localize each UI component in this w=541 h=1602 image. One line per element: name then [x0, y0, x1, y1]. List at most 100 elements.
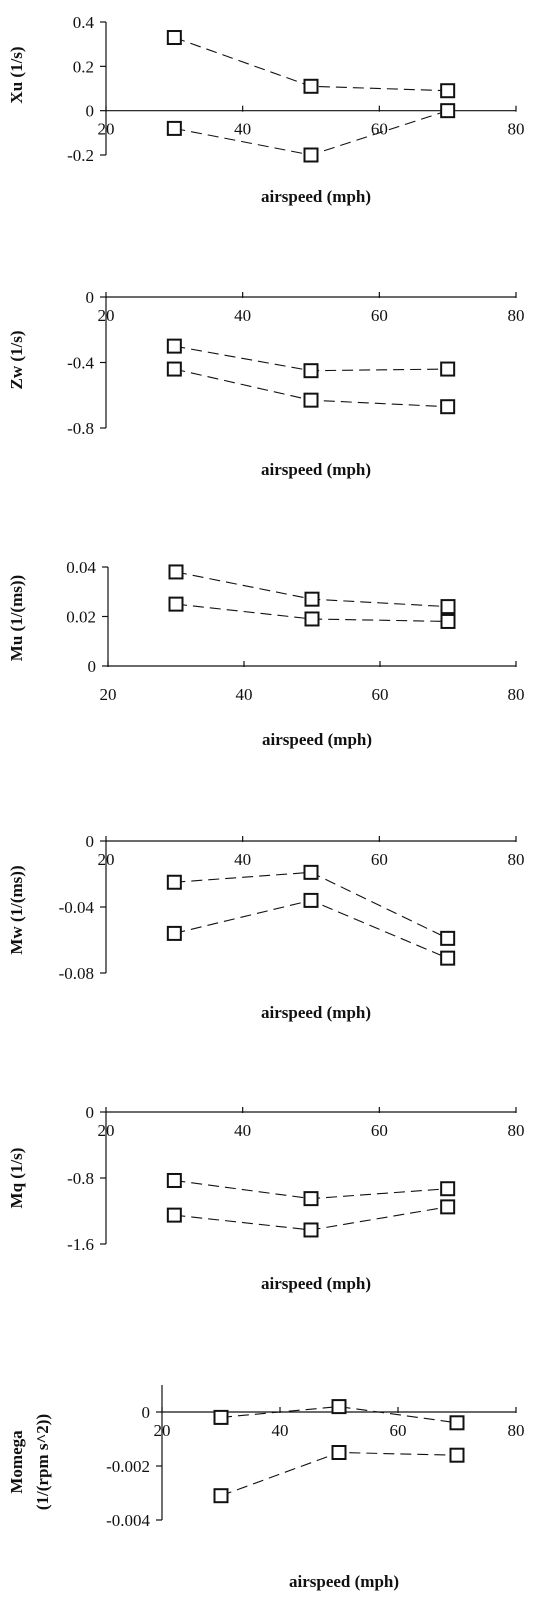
- chart-panel-1: 0.4 0.2 0 -0.220 40 60 80 airspeed (mph) Xu (1/s…: [7, 13, 525, 206]
- x-tick-label: 20: [98, 306, 115, 325]
- x-tick-label: 60: [371, 120, 388, 139]
- data-point: [303, 363, 319, 379]
- x-tick-label: 20: [98, 1121, 115, 1140]
- y-tick-label: -0.08: [59, 964, 94, 983]
- data-point: [440, 361, 456, 377]
- data-point: [168, 564, 184, 580]
- x-tick-label: 80: [508, 306, 525, 325]
- x-axis-label: airspeed (mph): [262, 730, 372, 749]
- y-tick-label: -0.04: [59, 898, 95, 917]
- chart-panel-2: 0 -0.4 -0.8 20 40 60 80 airspeed (mph) Zw (1/s): [7, 288, 525, 479]
- data-point: [440, 950, 456, 966]
- y-tick-label: -0.8: [67, 1169, 94, 1188]
- data-point: [440, 930, 456, 946]
- data-point: [440, 399, 456, 415]
- x-tick-label: 20: [98, 850, 115, 869]
- y-tick-label: 0: [86, 102, 95, 121]
- y-tick-label: 0: [88, 657, 97, 676]
- data-point: [304, 591, 320, 607]
- x-tick-label: 20: [98, 120, 115, 139]
- x-tick-label: 80: [508, 685, 525, 704]
- data-point: [166, 874, 182, 890]
- x-axis-label: airspeed (mph): [261, 460, 371, 479]
- y-axis-label: Momega: [7, 1430, 26, 1494]
- y-tick-label: -0.8: [67, 419, 94, 438]
- y-axis-label: Zw (1/s): [7, 330, 26, 389]
- data-point: [449, 1415, 465, 1431]
- data-point: [440, 599, 456, 615]
- data-point: [440, 103, 456, 119]
- chart-panel-6: 0 -0.002 -0.004 20 40 60 80 airspeed (mph) Momeg…: [7, 1385, 525, 1591]
- data-point: [166, 1172, 182, 1188]
- x-axis-label: airspeed (mph): [261, 1274, 371, 1293]
- y-axis-label-unit: (1/(rpm s^2)): [33, 1414, 52, 1510]
- x-tick-label: 40: [234, 1121, 251, 1140]
- data-point: [213, 1488, 229, 1504]
- data-point: [166, 120, 182, 136]
- y-tick-label: -0.002: [106, 1457, 150, 1476]
- data-point: [303, 892, 319, 908]
- y-axis-label: Mw (1/(ms)): [7, 865, 26, 954]
- data-point: [303, 147, 319, 163]
- data-point: [331, 1399, 347, 1415]
- y-tick-label: 0.2: [73, 57, 94, 76]
- x-tick-label: 20: [100, 685, 117, 704]
- chart-panel-5: 0 -0.8 -1.6 20 40 60 80 airspeed (mph) Mq (1/s): [7, 1103, 525, 1293]
- data-point: [303, 78, 319, 94]
- x-tick-label: 80: [508, 850, 525, 869]
- y-tick-label: 0: [86, 832, 95, 851]
- x-tick-label: 40: [236, 685, 253, 704]
- x-tick-label: 40: [272, 1421, 289, 1440]
- y-tick-label: -0.4: [67, 354, 94, 373]
- x-tick-label: 80: [508, 1421, 525, 1440]
- y-axis-label: Xu (1/s): [7, 46, 26, 103]
- chart-panel-4: 0 -0.04 -0.08 20 40 60 80 airspeed (mph) Mw (1/(…: [7, 832, 525, 1022]
- data-point: [303, 864, 319, 880]
- y-tick-label: 0.02: [66, 608, 96, 627]
- data-point: [303, 392, 319, 408]
- x-tick-label: 60: [371, 306, 388, 325]
- data-point: [168, 596, 184, 612]
- x-tick-label: 40: [234, 120, 251, 139]
- x-axis-label: airspeed (mph): [261, 1003, 371, 1022]
- x-axis-label: airspeed (mph): [261, 187, 371, 206]
- data-point: [440, 83, 456, 99]
- x-tick-label: 20: [154, 1421, 171, 1440]
- x-tick-label: 40: [234, 306, 251, 325]
- y-tick-label: 0.4: [73, 13, 95, 32]
- y-tick-label: 0: [142, 1403, 151, 1422]
- data-point: [440, 1181, 456, 1197]
- data-point: [303, 1191, 319, 1207]
- data-point: [166, 925, 182, 941]
- series-line-2: [174, 899, 448, 959]
- y-tick-label: -1.6: [67, 1235, 94, 1254]
- x-tick-label: 60: [390, 1421, 407, 1440]
- y-axis-label: Mu (1/(ms)): [7, 575, 26, 661]
- data-point: [166, 338, 182, 354]
- y-tick-label: 0: [86, 288, 95, 307]
- data-point: [166, 1207, 182, 1223]
- x-axis-label: airspeed (mph): [289, 1572, 399, 1591]
- x-tick-label: 60: [371, 850, 388, 869]
- series-line-1: [220, 1406, 458, 1424]
- y-axis-label: Mq (1/s): [7, 1148, 26, 1209]
- x-tick-label: 60: [371, 1121, 388, 1140]
- data-point: [304, 611, 320, 627]
- data-point: [331, 1445, 347, 1460]
- x-tick-label: 80: [508, 1121, 525, 1140]
- data-point: [440, 613, 456, 629]
- data-point: [440, 1199, 456, 1215]
- data-point: [166, 361, 182, 377]
- y-tick-label: -0.004: [106, 1511, 150, 1530]
- chart-panel-3: 0.04 0.02 020 40 60 80 airspeed (mph) Mu (1/(ms…: [7, 558, 525, 749]
- x-tick-label: 80: [508, 120, 525, 139]
- y-tick-label: 0.04: [66, 558, 96, 577]
- data-point: [303, 1222, 319, 1238]
- y-tick-label: 0: [86, 1103, 95, 1122]
- data-point: [213, 1409, 229, 1425]
- x-tick-label: 60: [372, 685, 389, 704]
- x-tick-label: 40: [234, 850, 251, 869]
- data-point: [449, 1447, 465, 1463]
- y-tick-label: -0.2: [67, 146, 94, 165]
